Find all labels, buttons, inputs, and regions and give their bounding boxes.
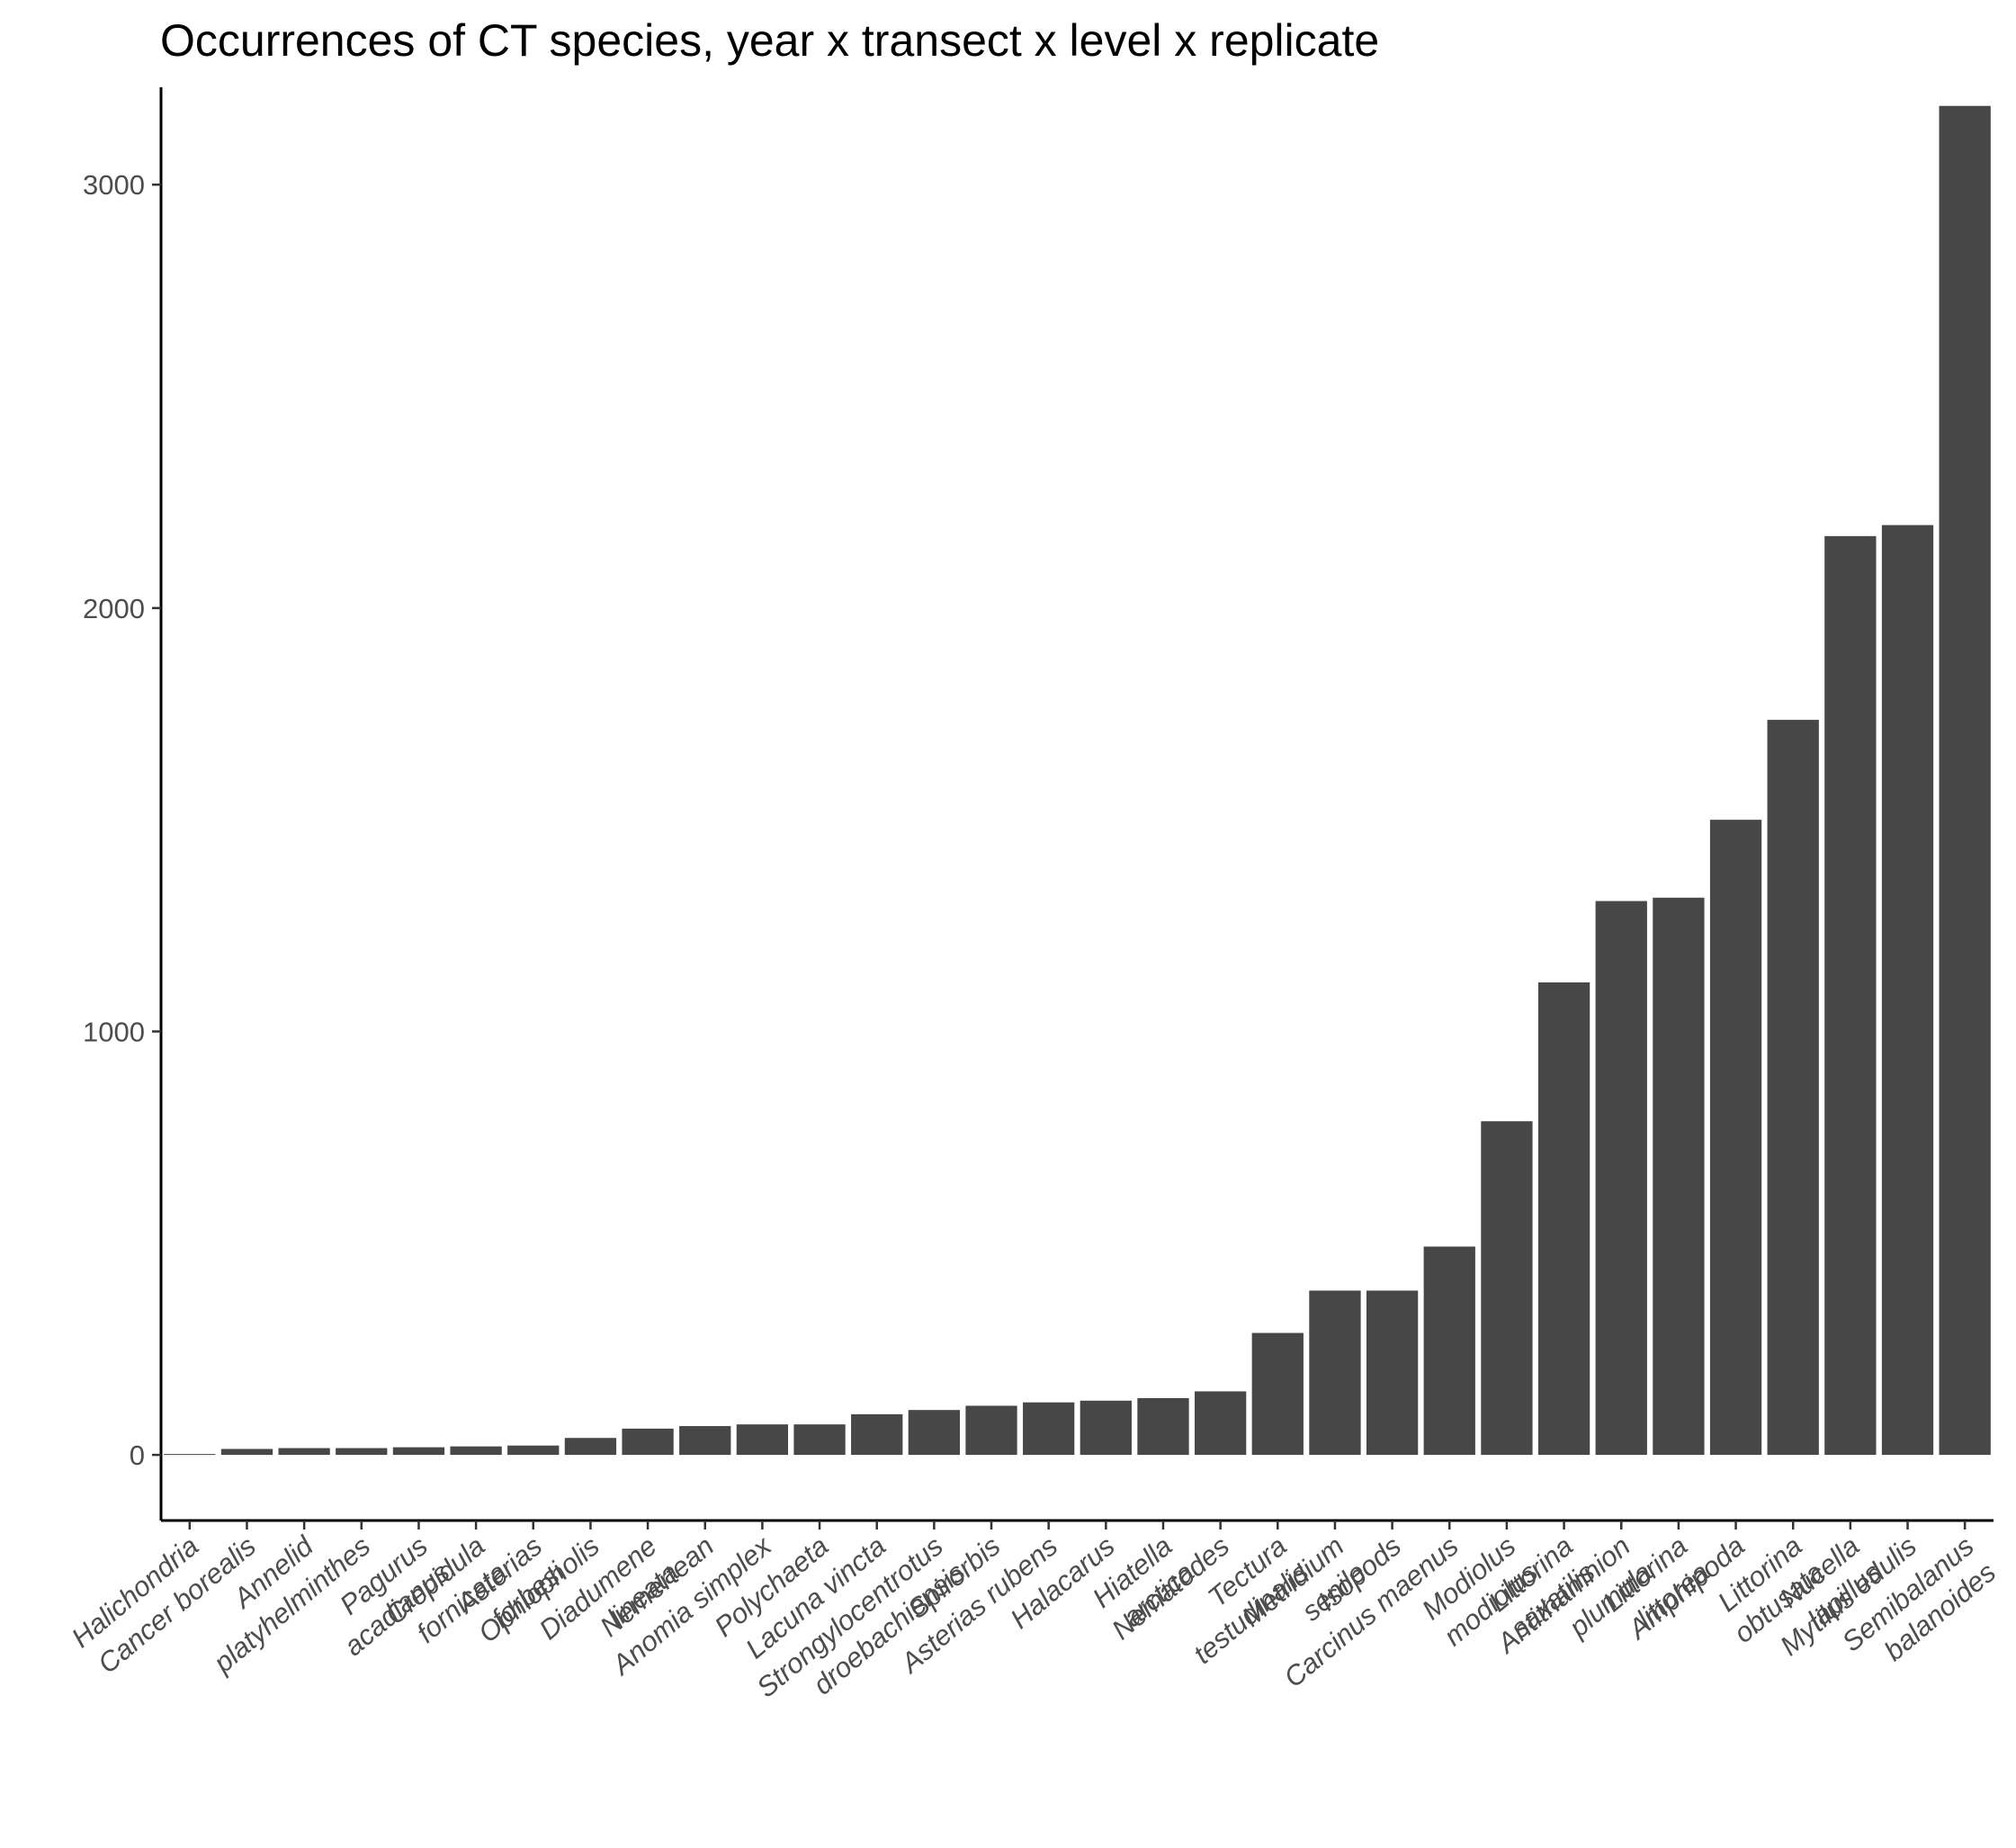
bar [908,1410,960,1456]
bar [278,1448,330,1456]
bar [1537,982,1590,1456]
bar [392,1447,445,1456]
bar [793,1424,846,1456]
bar [1137,1397,1189,1456]
y-axis: 0 1000 2000 3000 [83,169,161,1471]
bar [1366,1290,1419,1456]
bar [1251,1332,1304,1456]
bar [450,1446,502,1456]
bar [965,1405,1017,1456]
bar [1080,1400,1132,1456]
bar [1423,1246,1475,1456]
bar [507,1445,560,1456]
bar [736,1424,789,1456]
y-tick-label: 2000 [83,593,145,624]
bar [1881,525,1934,1456]
y-tick-label: 1000 [83,1016,145,1047]
bar [1595,901,1647,1456]
y-tick-label: 3000 [83,169,145,201]
bar [220,1449,273,1456]
bar [679,1426,731,1456]
bar [1309,1290,1361,1456]
bar [1195,1391,1247,1456]
y-tick-label: 0 [130,1440,145,1471]
bar [1653,897,1705,1456]
bar [1824,535,1877,1456]
bar [564,1438,617,1456]
bar [1767,720,1819,1456]
bar [622,1428,674,1456]
chart-title: Occurrences of CT species, year x transe… [160,15,1379,66]
bar [1481,1121,1533,1456]
bar [1023,1402,1075,1456]
bar [336,1448,388,1456]
bar [851,1413,903,1456]
bars-group [164,105,1991,1456]
bar [1939,105,1991,1456]
bar [164,1454,216,1456]
bar [1709,820,1762,1456]
